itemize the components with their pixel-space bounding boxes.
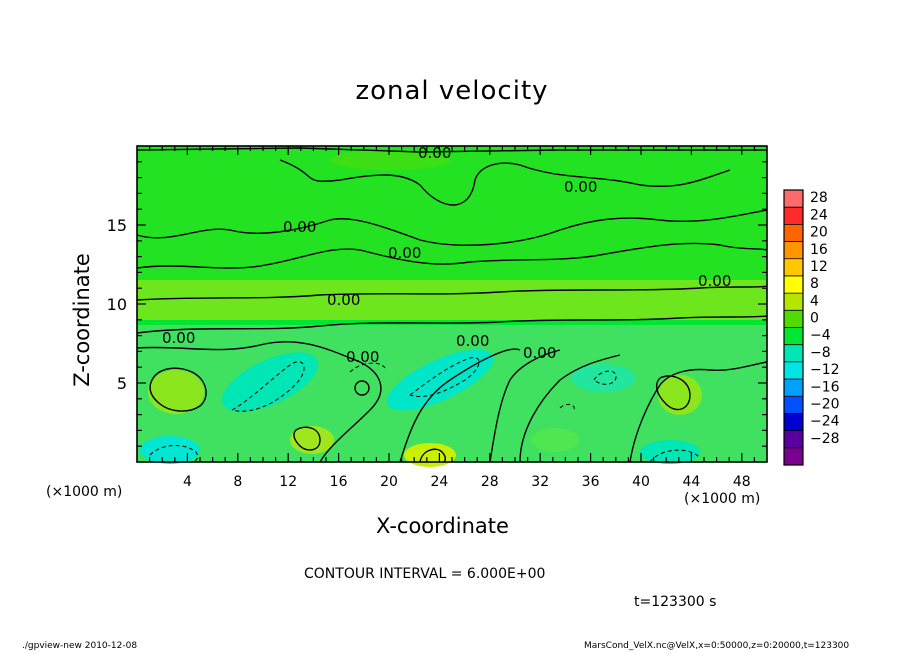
y-tick-label: 5 (117, 374, 127, 393)
colorbar-segment (784, 190, 803, 208)
dashed-contours (149, 357, 701, 463)
colorbar-label: −24 (810, 414, 840, 430)
colorbar-segment (784, 447, 803, 466)
colorbar-segment (784, 344, 803, 363)
colorbar-segment (784, 224, 803, 243)
x-axis-label: X-coordinate (376, 514, 509, 538)
colorbar-label: 0 (810, 311, 819, 327)
colorbar-segment (784, 258, 803, 277)
x-tick-label: 44 (682, 474, 700, 490)
colorbar-segment (784, 207, 803, 225)
footer-right: MarsCond_VelX.nc@VelX,x=0:50000,z=0:2000… (584, 641, 850, 651)
x-tick-label: 32 (531, 474, 549, 490)
contour-label: 0.00 (564, 178, 597, 196)
colorbar-label: 16 (810, 242, 828, 258)
x-tick-label: 20 (380, 474, 398, 490)
colorbar-segment (784, 241, 803, 260)
colorbar-segment (784, 310, 803, 328)
colorbar-label: −20 (810, 396, 840, 412)
contour-label: 0.00 (698, 272, 731, 290)
x-tick-label: 36 (582, 474, 600, 490)
velocity-field (137, 146, 767, 467)
colorbar-label: −28 (810, 431, 840, 447)
x-tick-label: 24 (430, 474, 448, 490)
colorbar-segment (784, 413, 803, 432)
contour-label: 0.00 (523, 344, 556, 362)
colorbar-label: 4 (810, 293, 819, 309)
x-tick-labels: 4 8 12 16 20 24 28 32 36 40 44 48 (183, 474, 751, 490)
colorbar-label: −8 (810, 345, 831, 361)
x-unit-label-left: (×1000 m) (46, 484, 123, 500)
colorbar-label: −16 (810, 379, 840, 395)
contour-label: 0.00 (456, 332, 489, 350)
colorbar-segment (784, 379, 803, 397)
x-tick-label: 4 (183, 474, 192, 490)
contour-label: 0.00 (327, 291, 360, 309)
footer-left: ./gpview-new 2010-12-08 (22, 641, 138, 651)
y-axis-label: Z-coordinate (70, 253, 94, 387)
x-tick-label: 12 (279, 474, 297, 490)
colorbar-segment (784, 361, 803, 380)
colorbar-segment (784, 293, 803, 311)
colorbar-label: 12 (810, 259, 828, 275)
x-tick-label: 48 (733, 474, 751, 490)
colorbar-segment (784, 396, 803, 414)
colorbar-label: −4 (810, 328, 831, 344)
contour-label: 0.00 (346, 348, 379, 366)
colorbar-label: −12 (810, 362, 840, 378)
x-tick-label: 28 (481, 474, 499, 490)
chart-title: zonal velocity (355, 76, 549, 106)
colorbar-segment (784, 327, 803, 346)
contour-label: 0.00 (388, 244, 421, 262)
x-tick-label: 16 (330, 474, 348, 490)
x-tick-label: 40 (632, 474, 650, 490)
contour-label: 0.00 (162, 329, 195, 347)
colorbar-label: 24 (810, 207, 828, 223)
x-unit-label-right: (×1000 m) (684, 491, 761, 507)
colorbar-label: 8 (810, 276, 819, 292)
colorbar (783, 189, 804, 466)
contour-lines (136, 147, 768, 463)
colorbar-label: 20 (810, 225, 828, 241)
colorbar-segment (784, 430, 803, 449)
colorbar-label: 28 (810, 190, 828, 206)
y-tick-labels: 5 10 15 (107, 216, 127, 393)
y-tick-label: 15 (107, 216, 127, 235)
y-tick-label: 10 (107, 295, 127, 314)
colorbar-segment (784, 275, 803, 294)
x-tick-label: 8 (233, 474, 242, 490)
time-label: t=123300 s (634, 594, 717, 610)
axis-ticks (137, 146, 767, 462)
contour-label: 0.00 (283, 218, 316, 236)
contour-interval-label: CONTOUR INTERVAL = 6.000E+00 (304, 566, 546, 582)
